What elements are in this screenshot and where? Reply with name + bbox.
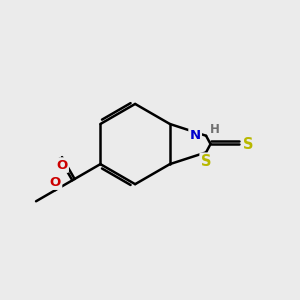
Text: S: S <box>201 154 211 169</box>
Text: O: O <box>56 159 68 172</box>
Text: H: H <box>210 123 220 136</box>
Text: N: N <box>190 129 201 142</box>
Text: S: S <box>243 136 254 152</box>
Text: O: O <box>50 176 61 189</box>
